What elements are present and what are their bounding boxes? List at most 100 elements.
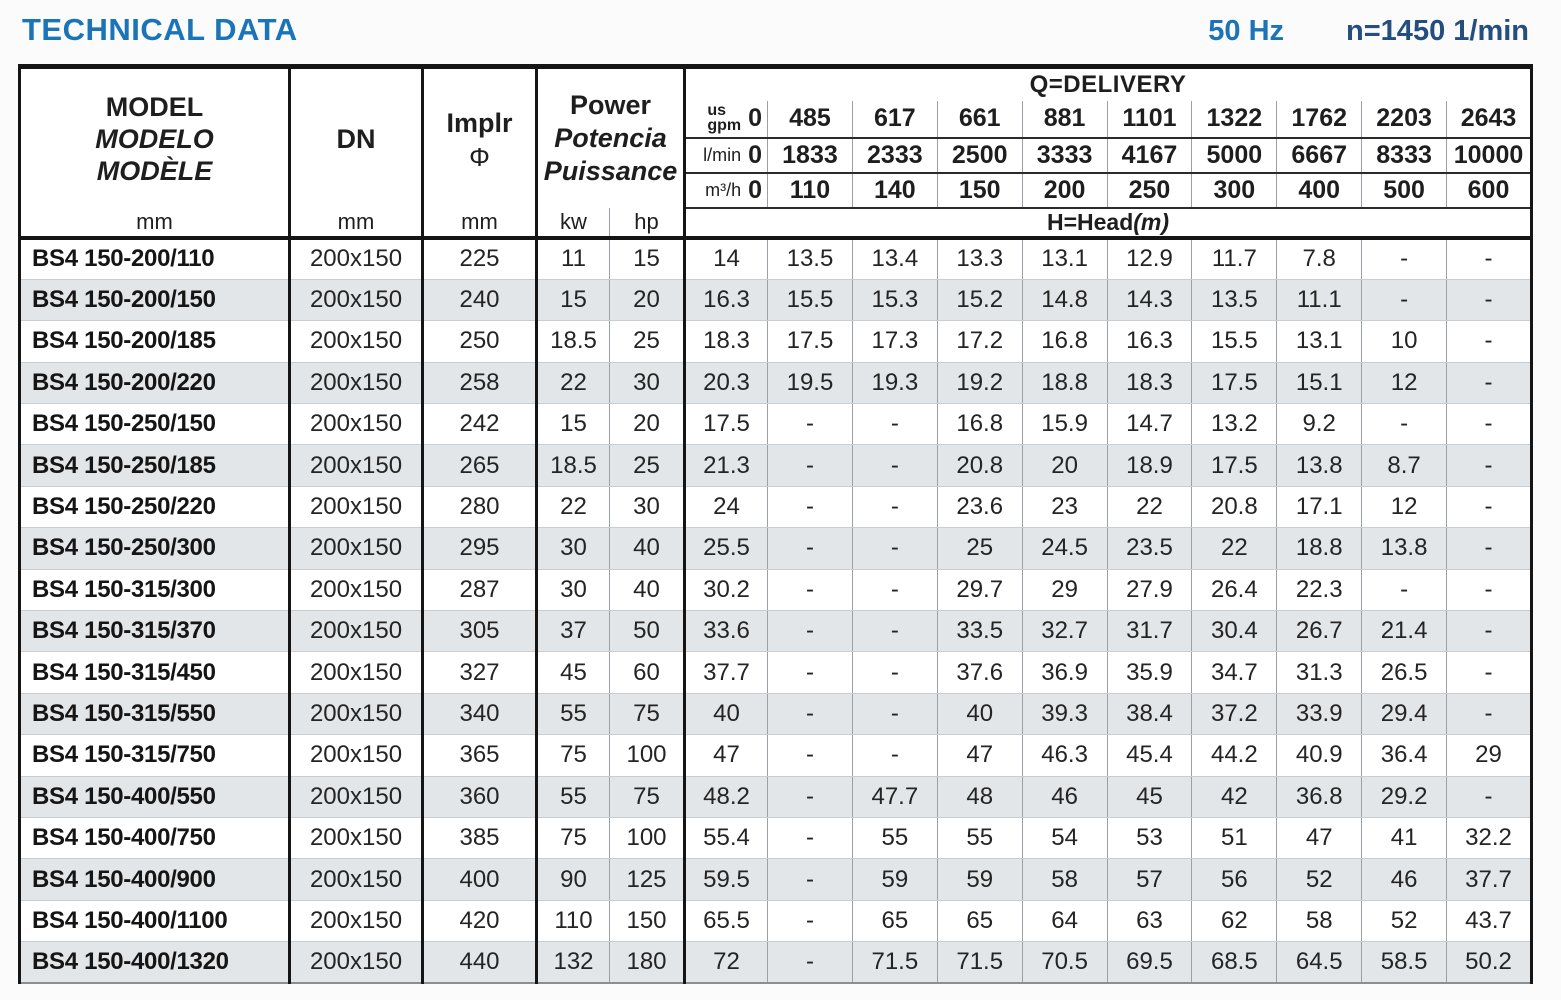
- model-cell: BS4 150-315/750: [19, 734, 290, 777]
- lmin-unit-label: l/min: [703, 145, 742, 166]
- head-value-cell: 25: [936, 527, 1023, 570]
- head-value-cell: 46: [1361, 858, 1447, 901]
- delivery-lmin-value: 5000: [1191, 137, 1277, 174]
- head-value-cell: 20.8: [936, 444, 1023, 487]
- head-value-cell: 31.7: [1106, 610, 1192, 653]
- model-column-header: MODEL MODELO MODÈLE mm: [20, 67, 290, 239]
- head-value-cell: 29: [1021, 569, 1108, 612]
- head-value-cell: 21.4: [1361, 610, 1447, 653]
- table-row: BS4 150-200/150 200x150 240 15 20 16.3 15.5 15.…: [19, 279, 1532, 322]
- impeller-cell: 242: [421, 403, 537, 446]
- delivery-m3h-value: 600: [1446, 172, 1532, 209]
- head-value-cell: 15.5: [1191, 320, 1277, 363]
- head-value-cell: 10: [1361, 320, 1447, 363]
- table-header: MODEL MODELO MODÈLE mm DN mm: [19, 66, 1532, 239]
- impeller-cell: 258: [421, 362, 537, 405]
- head-value-cell: 14.8: [1021, 279, 1108, 322]
- model-cell: BS4 150-400/550: [19, 776, 290, 818]
- impeller-cell: 240: [421, 279, 537, 322]
- impeller-unit-label: mm: [461, 209, 498, 234]
- head-value-cell: 15.1: [1276, 362, 1362, 405]
- impeller-cell: 340: [421, 693, 537, 736]
- delivery-lmin-unit-cell: l/min 0: [683, 137, 768, 174]
- head-value-cell: 19.3: [851, 362, 938, 405]
- head-value-cell: 62: [1191, 900, 1277, 943]
- head-value-cell: 23.5: [1106, 527, 1192, 570]
- head-value-cell: -: [851, 444, 938, 487]
- head-value-cell: 26.7: [1276, 610, 1362, 653]
- dn-cell: 200x150: [288, 858, 423, 901]
- impeller-cell: 420: [421, 900, 537, 943]
- head-value-cell: 37.6: [936, 651, 1023, 694]
- kw-cell: 15: [535, 403, 610, 446]
- head-value-cell: 27.9: [1106, 569, 1192, 612]
- delivery-gpm-value: 617: [851, 100, 938, 139]
- head-value-cell: 32.7: [1021, 610, 1108, 653]
- delivery-m3h-value: 300: [1191, 172, 1277, 209]
- head-value-cell: 63: [1106, 900, 1192, 943]
- dn-cell: 200x150: [288, 444, 423, 487]
- head-value-cell: 55.4: [683, 817, 768, 860]
- model-cell: BS4 150-250/150: [19, 403, 290, 446]
- head-value-cell: -: [767, 444, 853, 487]
- hp-cell: 25: [608, 320, 685, 363]
- table-row: BS4 150-250/185 200x150 265 18.5 25 21.3- -20.…: [19, 444, 1532, 487]
- delivery-gpm-value: 2203: [1361, 100, 1447, 139]
- impeller-cell: 295: [421, 527, 537, 570]
- table-row: BS4 150-200/220 200x150 258 22 30 20.3 19.5 19.…: [19, 362, 1532, 405]
- head-value-cell: -: [1446, 776, 1532, 818]
- head-value-cell: 11.1: [1276, 279, 1362, 322]
- head-value-cell: -: [851, 610, 938, 653]
- model-cell: BS4 150-200/150: [19, 279, 290, 322]
- power-label-fr: Puissance: [543, 155, 678, 186]
- delivery-lmin-value: 4167: [1106, 137, 1192, 174]
- head-value-cell: 22: [1106, 486, 1192, 529]
- impeller-label: Implr: [446, 107, 513, 138]
- kw-unit-header: kw: [535, 207, 610, 238]
- impeller-column-header: Implr Φ mm: [421, 66, 537, 238]
- table-row: BS4 150-400/900 200x150 400 90 125 59.5-59 59 5…: [19, 858, 1532, 901]
- head-value-cell: -: [1446, 362, 1532, 405]
- model-cell: BS4 150-250/185: [19, 444, 290, 487]
- head-value-cell: 17.5: [1191, 444, 1277, 487]
- dn-cell: 200x150: [288, 693, 423, 736]
- head-value-cell: 38.4: [1106, 693, 1192, 736]
- head-value-cell: 29.7: [936, 569, 1023, 612]
- head-value-cell: 59: [851, 858, 938, 901]
- head-value-cell: 47.7: [851, 776, 938, 818]
- model-cell: BS4 150-400/1320: [19, 941, 290, 984]
- m3h-unit-label: m³/h: [705, 180, 742, 201]
- head-value-cell: 53: [1106, 817, 1192, 860]
- table-row: BS4 150-315/450 200x150 327 45 60 37.7- -37.6 3…: [19, 651, 1532, 694]
- model-cell: BS4 150-200/220: [19, 362, 290, 405]
- head-value-cell: 71.5: [936, 941, 1023, 984]
- head-value-cell: 36.9: [1021, 651, 1108, 694]
- dn-cell: 200x150: [288, 569, 423, 612]
- impeller-cell: 365: [421, 734, 537, 777]
- head-value-cell: 35.9: [1106, 651, 1192, 694]
- head-value-cell: 33.5: [936, 610, 1023, 653]
- head-value-cell: 64.5: [1276, 941, 1362, 984]
- impeller-cell: 225: [421, 238, 537, 280]
- delivery-lmin-value: 2500: [936, 137, 1023, 174]
- head-value-cell: 17.3: [851, 320, 938, 363]
- delivery-m3h-value: 200: [1021, 172, 1108, 209]
- impeller-cell: 440: [421, 941, 537, 984]
- dn-cell: 200x150: [288, 817, 423, 860]
- model-label-fr: MODÈLE: [96, 155, 213, 186]
- head-value-cell: -: [1446, 651, 1532, 694]
- frequency-label: 50 Hz: [1208, 15, 1285, 47]
- dn-cell: 200x150: [288, 486, 423, 529]
- dn-cell: 200x150: [288, 610, 423, 653]
- head-value-cell: 46: [1021, 776, 1108, 818]
- head-value-cell: -: [851, 569, 938, 612]
- model-cell: BS4 150-315/550: [19, 693, 290, 736]
- head-value-cell: 52: [1276, 858, 1362, 901]
- impeller-cell: 400: [421, 858, 537, 901]
- head-value-cell: -: [851, 693, 938, 736]
- delivery-lmin-value: 8333: [1361, 137, 1447, 174]
- head-value-cell: 40.9: [1276, 734, 1362, 777]
- head-value-cell: 15.3: [851, 279, 938, 322]
- dn-cell: 200x150: [288, 320, 423, 363]
